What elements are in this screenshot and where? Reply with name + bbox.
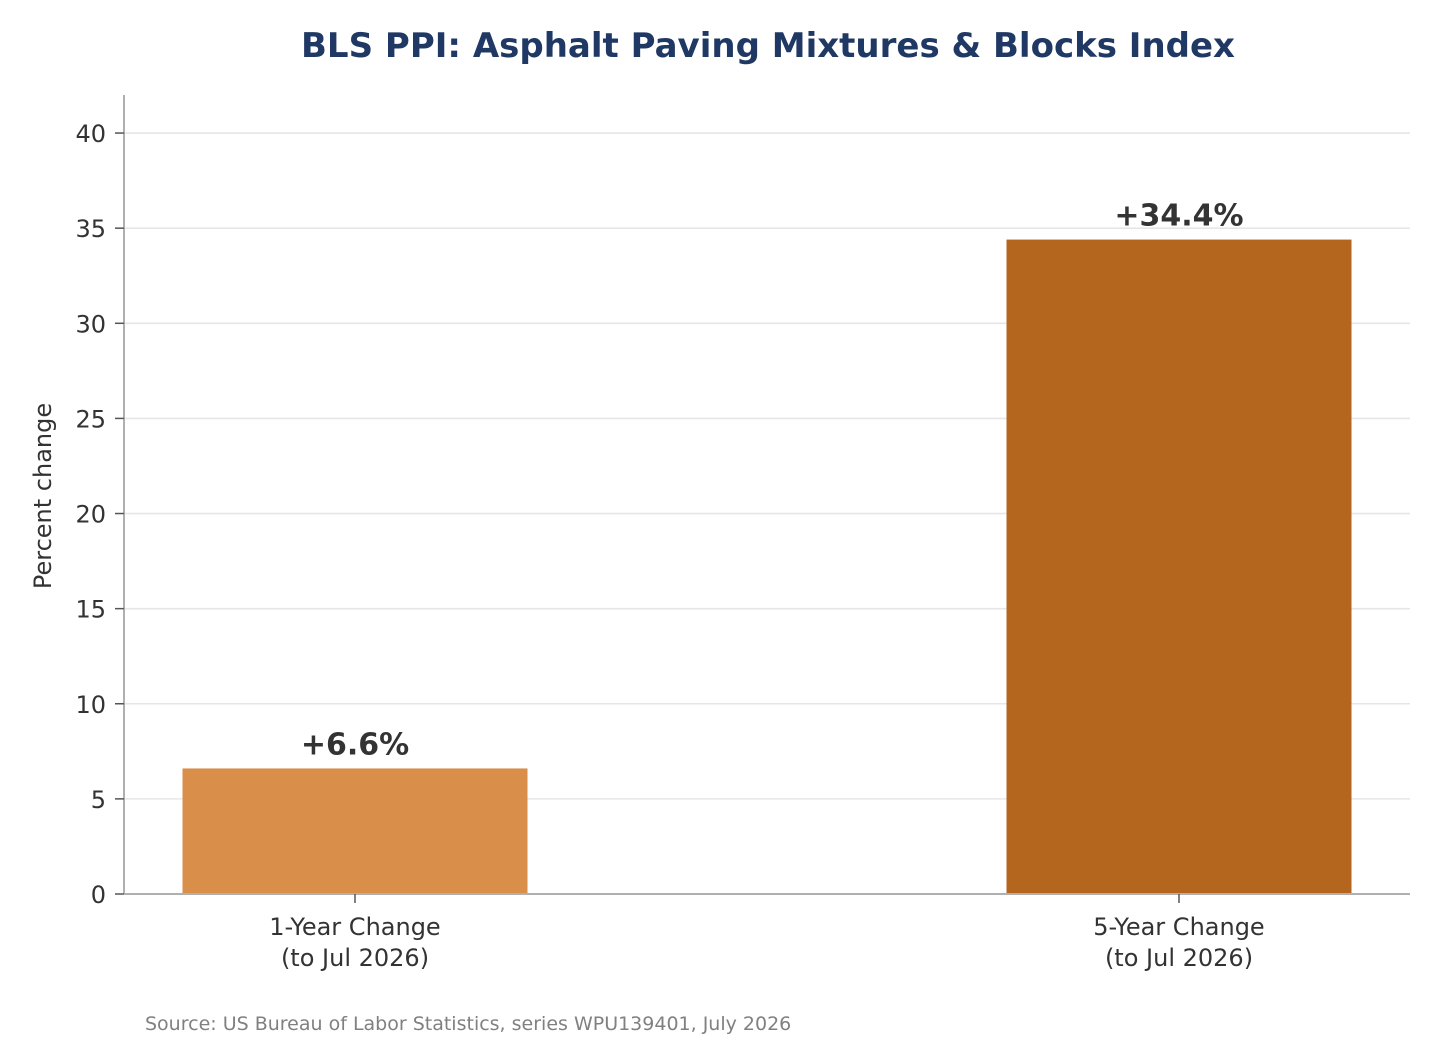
source-note: Source: US Bureau of Labor Statistics, s… [145,1013,791,1035]
y-tick-label: 0 [91,881,106,909]
bars [182,239,1352,895]
y-tick-label: 25 [75,405,106,433]
y-tick-label: 10 [75,691,106,719]
data-labels: +6.6% +34.4% [301,199,1244,763]
y-axis-label: Percent change [29,403,57,589]
y-tick-label: 5 [91,786,106,814]
y-ticks: 0 5 10 15 20 25 30 35 40 [75,120,124,909]
y-tick-label: 20 [75,501,106,529]
data-label: +34.4% [1114,199,1243,234]
x-tick-label: 1-Year Change [269,913,440,941]
bar [182,768,528,894]
x-tick-label: 5-Year Change [1093,913,1264,941]
y-tick-label: 15 [75,596,106,624]
data-label: +6.6% [301,727,409,762]
y-tick-label: 30 [75,310,106,338]
bar [1006,239,1352,895]
y-tick-label: 35 [75,215,106,243]
y-tick-label: 40 [75,120,106,148]
x-tick-label: (to Jul 2026) [281,944,429,972]
chart-title: BLS PPI: Asphalt Paving Mixtures & Block… [301,26,1235,66]
gridlines [124,132,1410,800]
x-ticks: 1-Year Change (to Jul 2026) 5-Year Change (… [269,894,1265,972]
x-tick-label: (to Jul 2026) [1105,944,1253,972]
